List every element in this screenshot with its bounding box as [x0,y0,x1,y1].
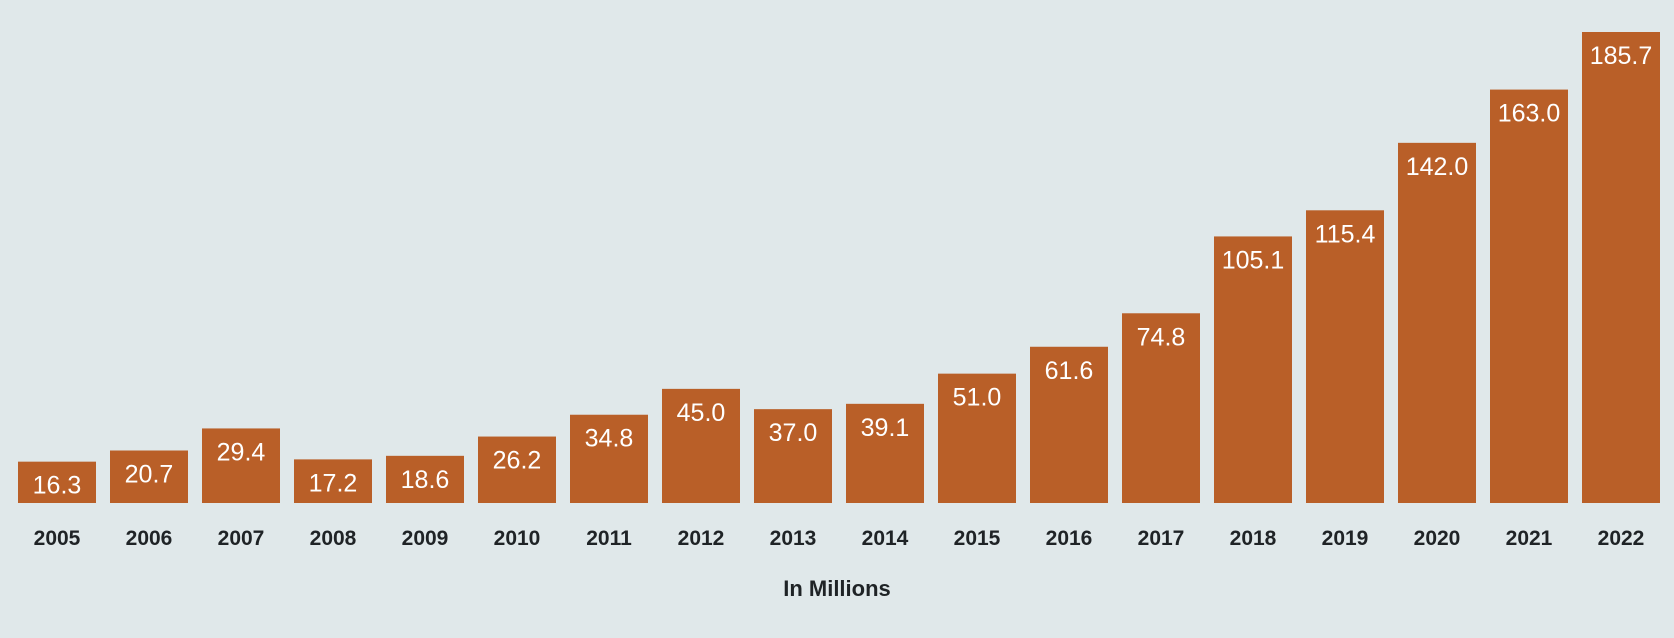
x-tick-label-2019: 2019 [1322,527,1369,550]
value-label-2005: 16.3 [33,472,82,500]
x-tick-label-2021: 2021 [1506,527,1553,550]
x-tick-label-2017: 2017 [1138,527,1185,550]
value-labels-group: 16.3 20.7 29.4 17.2 18.6 26.2 34.8 45.0 37.0 39.1… [33,42,1653,500]
value-label-2022: 185.7 [1590,42,1653,70]
value-label-2015: 51.0 [953,384,1002,412]
x-tick-label-2010: 2010 [494,527,541,550]
bar-2010 [478,436,556,503]
bar-2014 [846,403,924,503]
x-tick-label-2014: 2014 [862,527,909,550]
bars-group [18,32,1660,504]
value-label-2007: 29.4 [217,438,266,466]
value-label-2009: 18.6 [401,466,450,494]
x-tick-label-2011: 2011 [586,527,632,550]
value-label-2008: 17.2 [309,469,358,497]
value-label-2016: 61.6 [1045,357,1094,385]
value-label-2021: 163.0 [1498,100,1561,128]
bar-2009 [386,455,464,503]
bar-2005 [18,461,96,503]
value-label-2013: 37.0 [769,419,818,447]
bar-2016 [1030,346,1108,503]
bar-2020 [1398,142,1476,504]
x-tick-label-2009: 2009 [402,527,449,550]
x-tick-label-2005: 2005 [34,527,81,550]
x-tick-label-2012: 2012 [678,527,725,550]
value-label-2006: 20.7 [125,460,174,488]
x-tick-label-2022: 2022 [1598,527,1645,550]
bar-2021 [1490,89,1568,503]
x-tick-label-2007: 2007 [218,527,265,550]
value-label-2011: 34.8 [585,425,634,453]
bar-2022 [1582,32,1660,503]
bar-2006 [110,450,188,503]
bar-2019 [1306,210,1384,503]
value-label-2014: 39.1 [861,414,910,442]
bar-2008 [294,459,372,503]
x-tick-label-2020: 2020 [1414,527,1461,550]
x-tick-label-2013: 2013 [770,527,817,550]
x-tick-label-2015: 2015 [954,527,1001,550]
bar-2011 [570,414,648,503]
bar-2013 [754,409,832,503]
x-tick-labels-group: 2005 2006 2007 2008 2009 2010 2011 2012 2013 2014… [34,527,1645,550]
value-label-2020: 142.0 [1406,153,1469,181]
x-tick-label-2008: 2008 [310,527,357,550]
x-tick-label-2006: 2006 [126,527,173,550]
bar-2018 [1214,236,1292,503]
bar-2012 [662,388,740,503]
x-axis-title: In Millions [783,576,891,601]
value-label-2018: 105.1 [1222,246,1285,274]
value-label-2019: 115.4 [1315,220,1376,248]
bar-2017 [1122,313,1200,503]
value-label-2010: 26.2 [493,447,542,475]
x-tick-label-2018: 2018 [1230,527,1277,550]
x-tick-label-2016: 2016 [1046,527,1093,550]
bar-2007 [202,428,280,503]
bar-2015 [938,373,1016,503]
value-label-2017: 74.8 [1137,323,1186,351]
value-label-2012: 45.0 [677,399,726,427]
